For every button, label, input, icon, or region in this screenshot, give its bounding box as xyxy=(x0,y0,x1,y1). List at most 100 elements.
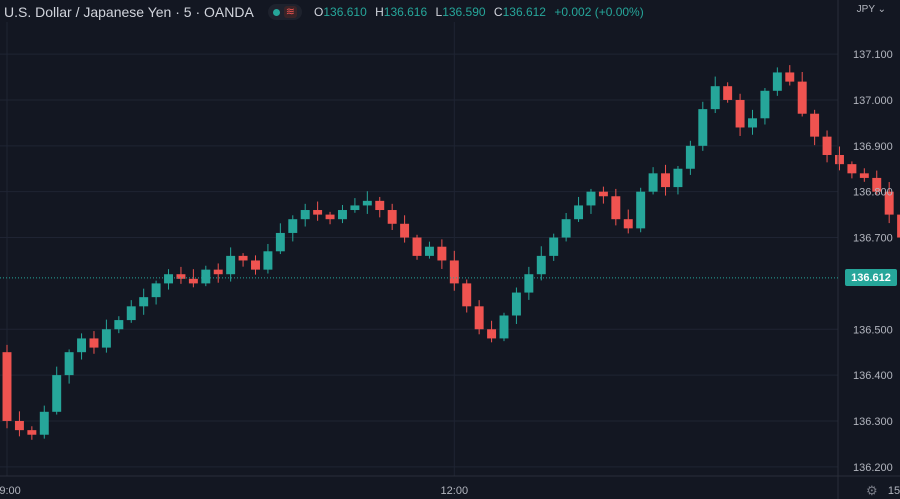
candle[interactable] xyxy=(710,76,720,114)
candle[interactable] xyxy=(835,146,844,171)
low-label: L xyxy=(435,5,443,19)
candle-body xyxy=(735,99,745,128)
candle[interactable] xyxy=(139,288,149,315)
candle[interactable] xyxy=(772,67,782,96)
candle[interactable] xyxy=(797,71,807,117)
candle[interactable] xyxy=(462,279,472,313)
candle-body xyxy=(785,72,795,82)
candle-body xyxy=(288,219,298,233)
candle[interactable] xyxy=(598,186,608,204)
candle[interactable] xyxy=(611,188,621,226)
candle-body xyxy=(263,251,273,270)
candle-body xyxy=(847,164,857,174)
candle[interactable] xyxy=(424,241,434,259)
candle-body xyxy=(499,315,509,339)
candle[interactable] xyxy=(648,167,658,195)
candle-body xyxy=(77,338,87,353)
candle[interactable] xyxy=(275,223,285,255)
candle[interactable] xyxy=(698,101,708,151)
candle[interactable] xyxy=(859,168,869,182)
candle-body xyxy=(375,200,385,211)
market-status-pill[interactable]: ≋ xyxy=(267,4,303,20)
symbol-title[interactable]: U.S. Dollar / Japanese Yen · 5 · OANDA xyxy=(4,4,254,20)
candle[interactable] xyxy=(561,213,571,242)
candle[interactable] xyxy=(89,331,99,354)
candle[interactable] xyxy=(213,263,223,283)
candle-body xyxy=(797,81,807,114)
candle[interactable] xyxy=(822,130,832,163)
gear-icon[interactable]: ⚙ xyxy=(866,483,878,498)
candle[interactable] xyxy=(362,191,372,214)
candle[interactable] xyxy=(810,109,820,146)
currency-selector[interactable]: JPY ⌄ xyxy=(857,4,886,15)
candle-body xyxy=(313,210,323,215)
candle[interactable] xyxy=(39,405,49,439)
candle[interactable] xyxy=(288,215,298,242)
candle[interactable] xyxy=(2,344,12,429)
candle[interactable] xyxy=(474,300,484,335)
candle[interactable] xyxy=(586,188,596,214)
candle[interactable] xyxy=(549,233,559,261)
candle[interactable] xyxy=(685,140,695,175)
candle[interactable] xyxy=(400,215,410,243)
candle[interactable] xyxy=(760,88,770,125)
candle[interactable] xyxy=(673,165,683,195)
candle[interactable] xyxy=(574,196,584,222)
candle[interactable] xyxy=(536,246,546,281)
candle[interactable] xyxy=(338,204,347,224)
candle[interactable] xyxy=(449,250,459,291)
candle[interactable] xyxy=(785,65,795,86)
candle[interactable] xyxy=(52,366,62,415)
candle[interactable] xyxy=(64,349,74,384)
candle[interactable] xyxy=(723,82,733,103)
candle[interactable] xyxy=(151,280,161,305)
candle[interactable] xyxy=(176,266,186,284)
candle[interactable] xyxy=(14,411,24,437)
candle[interactable] xyxy=(238,253,248,267)
candle-body xyxy=(164,274,173,284)
candle[interactable] xyxy=(101,319,111,353)
candle-body xyxy=(101,329,111,348)
candle[interactable] xyxy=(511,287,521,324)
candle-body xyxy=(238,255,248,261)
candle[interactable] xyxy=(226,247,236,282)
candle-body xyxy=(872,177,882,192)
candle[interactable] xyxy=(375,196,385,218)
candle[interactable] xyxy=(350,198,360,213)
candle[interactable] xyxy=(114,316,124,334)
candle[interactable] xyxy=(263,243,273,274)
candle[interactable] xyxy=(636,187,646,233)
candle[interactable] xyxy=(897,211,900,245)
candle[interactable] xyxy=(748,109,757,135)
candle[interactable] xyxy=(300,203,310,227)
candle[interactable] xyxy=(126,300,136,323)
candle[interactable] xyxy=(387,203,397,230)
candle[interactable] xyxy=(847,161,857,179)
candle[interactable] xyxy=(437,239,447,269)
ohlc-values: O136.610 H136.616 L136.590 C136.612 +0.0… xyxy=(314,5,649,19)
candle[interactable] xyxy=(661,164,670,196)
candle[interactable] xyxy=(487,320,497,343)
candle-body xyxy=(835,154,844,165)
candle[interactable] xyxy=(251,255,260,275)
candle[interactable] xyxy=(499,312,509,342)
candle[interactable] xyxy=(313,201,323,221)
candle-body xyxy=(884,191,894,215)
candle[interactable] xyxy=(735,93,745,136)
candle[interactable] xyxy=(77,333,87,360)
candle[interactable] xyxy=(623,209,633,234)
candle[interactable] xyxy=(325,211,335,225)
candle[interactable] xyxy=(524,266,534,300)
candle-body xyxy=(586,191,596,206)
candle[interactable] xyxy=(412,234,422,260)
candle[interactable] xyxy=(188,269,198,288)
candle[interactable] xyxy=(872,170,882,195)
candle-body xyxy=(698,109,708,146)
candle[interactable] xyxy=(201,265,211,287)
candle[interactable] xyxy=(164,269,173,290)
y-tick-label: 137.100 xyxy=(853,49,893,61)
candle[interactable] xyxy=(27,426,37,440)
candle[interactable] xyxy=(884,182,894,224)
